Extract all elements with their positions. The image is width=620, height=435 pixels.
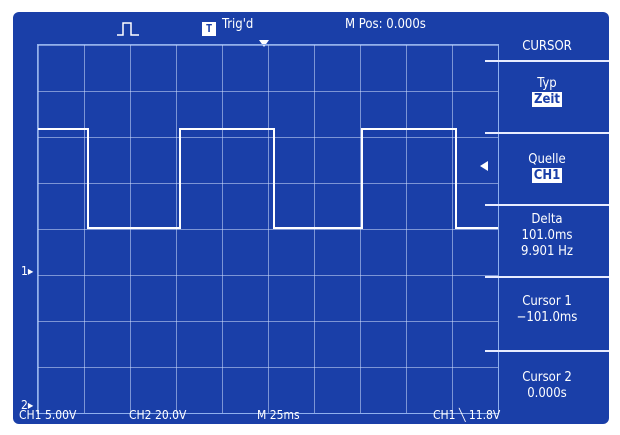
- pulse-icon: [117, 22, 139, 36]
- delta-time: 101.0ms: [521, 228, 573, 243]
- timebase-readout: M 25ms: [257, 408, 300, 422]
- ch1-ground-marker: 1▸: [21, 264, 34, 278]
- menu-item-label: Quelle: [528, 152, 566, 167]
- trigger-status: Trig'd: [222, 17, 254, 32]
- ch2-scale-readout: CH2 20.0V: [129, 408, 187, 422]
- trigger-position-icon: [259, 40, 269, 47]
- menu-item-label: Cursor 1: [522, 294, 572, 309]
- menu-item-quelle[interactable]: Quelle CH1: [485, 132, 609, 202]
- menu-item-cursor-1[interactable]: Cursor 1 −101.0ms: [485, 276, 609, 348]
- menu-item-label: Typ: [537, 76, 557, 91]
- menu-item-cursor-2[interactable]: Cursor 2 0.000s: [485, 350, 609, 422]
- menu-item-delta[interactable]: Delta 101.0ms 9.901 Hz: [485, 204, 609, 274]
- menu-item-value: CH1: [531, 168, 563, 183]
- ch1-scale-readout: CH1 5.00V: [19, 408, 77, 422]
- cursor-menu: CURSOR Typ Zeit Quelle CH1 Delta 101.0ms…: [485, 36, 609, 422]
- menu-item-typ[interactable]: Typ Zeit: [485, 60, 609, 130]
- trigger-readout: CH1 ╲ 11.8V: [433, 408, 501, 422]
- trigger-badge: T: [202, 22, 216, 36]
- menu-item-value: Zeit: [531, 92, 562, 107]
- trigger-level-icon: [480, 161, 488, 171]
- arrow-right-icon: ▸: [27, 264, 34, 278]
- arrow-right-icon: ▸: [27, 398, 34, 412]
- delta-frequency: 9.901 Hz: [520, 244, 574, 259]
- ch2-ground-marker: 2▸: [21, 398, 34, 412]
- menu-item-value: 0.000s: [527, 386, 567, 401]
- m-pos-readout: M Pos: 0.000s: [345, 17, 426, 32]
- menu-title: CURSOR: [522, 39, 572, 54]
- menu-item-label: Cursor 2: [522, 370, 572, 385]
- oscilloscope-screen: T Trig'd M Pos: 0.000s 1▸ 2▸ CURSOR Typ …: [13, 12, 609, 424]
- ch1-waveform: [38, 128, 498, 229]
- graticule: [37, 44, 499, 414]
- menu-item-value: −101.0ms: [516, 310, 578, 325]
- menu-item-label: Delta: [531, 212, 563, 227]
